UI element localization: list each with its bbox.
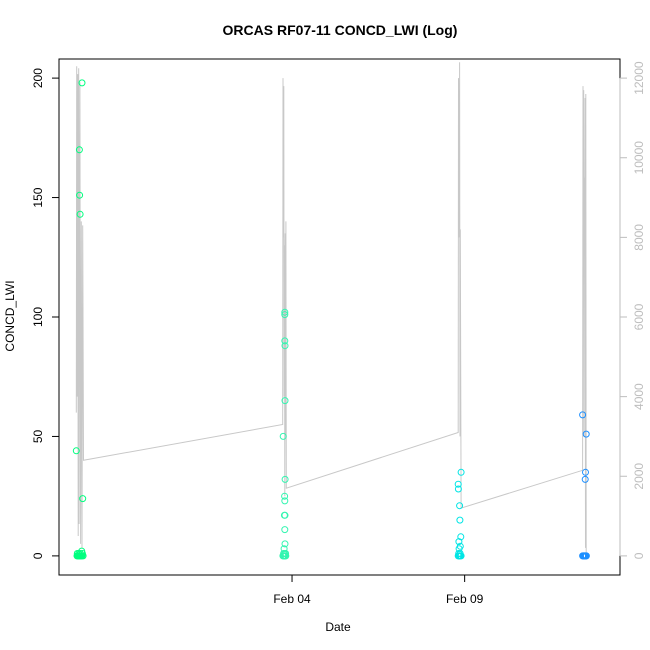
data-point	[582, 552, 590, 560]
data-point	[456, 502, 464, 510]
y2-tick-label: 8000	[632, 224, 646, 251]
y2-tick-label: 10000	[632, 141, 646, 175]
data-point	[76, 210, 84, 218]
y2-tick-label: 4000	[632, 383, 646, 410]
data-point	[579, 411, 587, 419]
data-point	[582, 468, 589, 476]
data-point	[282, 550, 290, 557]
data-point	[281, 337, 289, 345]
data-point	[76, 191, 84, 199]
data-point	[457, 468, 465, 476]
data-point	[281, 511, 289, 519]
background-line-layer	[75, 62, 587, 556]
y-tick-label: 150	[31, 187, 45, 207]
data-point	[455, 545, 463, 553]
data-point	[280, 545, 288, 553]
data-point	[582, 430, 590, 438]
data-point	[78, 79, 86, 87]
data-point	[456, 550, 464, 557]
x-axis: Feb 04 Feb 09	[273, 575, 484, 606]
data-point	[281, 475, 289, 483]
y2-axis: 0 2000 4000 6000 8000 10000 12000	[619, 61, 646, 559]
plot-frame	[58, 58, 621, 576]
data-point	[79, 495, 87, 503]
y-tick-label: 200	[31, 68, 45, 88]
y2-tick-label: 0	[632, 552, 646, 559]
data-point	[72, 447, 80, 455]
y2-tick-label: 6000	[632, 303, 646, 330]
y-tick-label: 100	[31, 307, 45, 327]
data-point	[281, 497, 289, 505]
y-axis: 0 50 100 150 200	[31, 68, 60, 559]
data-point	[581, 475, 589, 483]
data-point	[281, 397, 289, 405]
x-tick-label: Feb 04	[273, 592, 311, 606]
data-point	[455, 538, 463, 546]
y-tick-label: 0	[31, 552, 45, 559]
data-point	[281, 308, 289, 316]
data-point	[281, 342, 289, 350]
data-point	[281, 540, 289, 548]
y-axis-label: CONCD_LWI	[3, 280, 17, 351]
data-point	[457, 533, 465, 541]
y-tick-label: 50	[31, 429, 45, 443]
data-point	[75, 146, 83, 154]
background-series-line	[75, 62, 587, 556]
data-point	[281, 492, 289, 500]
data-points-layer	[72, 79, 590, 560]
y2-tick-label: 12000	[632, 61, 646, 95]
x-tick-label: Feb 09	[446, 592, 484, 606]
x-axis-label: Date	[325, 620, 351, 634]
data-point	[279, 432, 287, 440]
chart-title: ORCAS RF07-11 CONCD_LWI (Log)	[223, 22, 458, 38]
data-point	[456, 516, 464, 524]
data-point	[454, 480, 462, 488]
data-point	[281, 311, 289, 319]
data-point	[454, 485, 462, 493]
data-point	[281, 526, 289, 534]
data-point	[78, 550, 86, 557]
y2-tick-label: 2000	[632, 463, 646, 490]
